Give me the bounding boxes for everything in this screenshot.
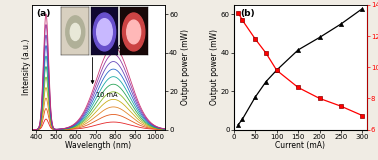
- X-axis label: Wavelength (nm): Wavelength (nm): [65, 141, 132, 150]
- Text: (b): (b): [240, 8, 255, 18]
- Text: 10 mA: 10 mA: [96, 92, 117, 98]
- Y-axis label: Output power (mW): Output power (mW): [181, 29, 190, 105]
- Text: (a): (a): [36, 8, 51, 18]
- Y-axis label: Intensity (a.u.): Intensity (a.u.): [22, 39, 31, 95]
- X-axis label: Current (mA): Current (mA): [275, 141, 325, 150]
- Y-axis label: Output power (mW): Output power (mW): [210, 29, 219, 105]
- Text: 300 mA: 300 mA: [96, 45, 122, 51]
